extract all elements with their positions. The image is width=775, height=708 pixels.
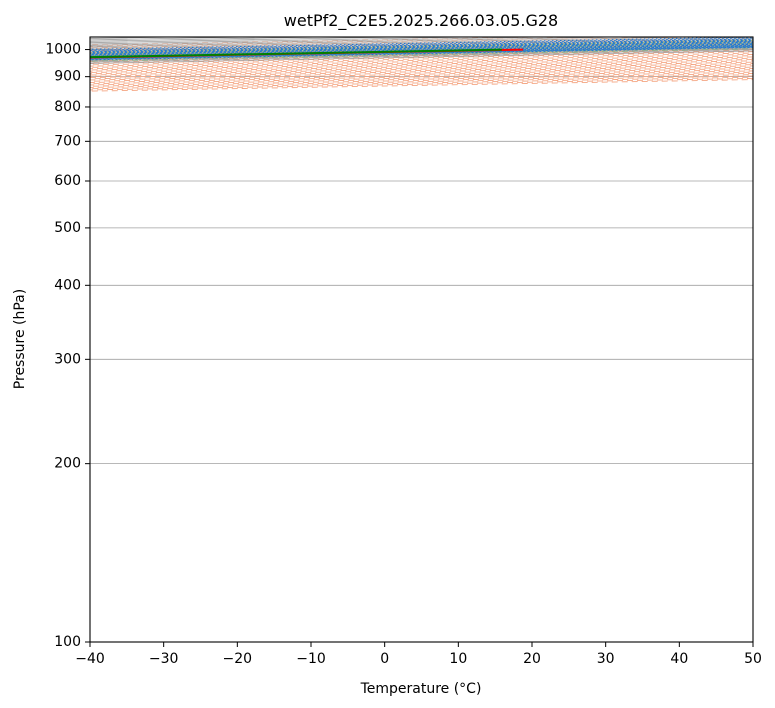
dry-adiabat <box>90 67 753 81</box>
y-tick-label: 800 <box>54 99 81 115</box>
dry-adiabat <box>90 72 753 86</box>
plot-frame <box>89 36 754 643</box>
dry-adiabat <box>90 71 753 85</box>
x-tick-label: −20 <box>223 651 253 667</box>
x-tick-label: −30 <box>149 651 179 667</box>
x-tick-label: 20 <box>523 651 541 667</box>
y-tick-label: 500 <box>54 220 81 236</box>
y-tick-label: 900 <box>54 69 81 85</box>
y-tick-label: 700 <box>54 133 81 149</box>
y-tick-label: 300 <box>54 351 81 367</box>
dry-adiabat <box>90 69 753 82</box>
dry-adiabat <box>90 76 753 90</box>
chart-title: wetPf2_C2E5.2025.266.03.05.G28 <box>284 11 558 31</box>
y-tick-label: 400 <box>54 277 81 293</box>
y-tick-label: 100 <box>54 634 81 650</box>
dry-adiabat <box>90 75 753 88</box>
y-tick-label: 1000 <box>45 42 81 58</box>
background-lines <box>90 37 753 642</box>
x-tick-label: −40 <box>75 651 105 667</box>
x-axis-label: Temperature (°C) <box>360 681 482 697</box>
y-axis-label: Pressure (hPa) <box>12 289 28 389</box>
y-tick-label: 600 <box>54 173 81 189</box>
x-tick-label: 0 <box>380 651 389 667</box>
y-tick-label: 200 <box>54 456 81 472</box>
x-tick-label: −10 <box>296 651 326 667</box>
x-tick-label: 50 <box>744 651 762 667</box>
x-tick-label: 10 <box>449 651 467 667</box>
x-tick-label: 30 <box>597 651 615 667</box>
x-tick-label: 40 <box>670 651 688 667</box>
